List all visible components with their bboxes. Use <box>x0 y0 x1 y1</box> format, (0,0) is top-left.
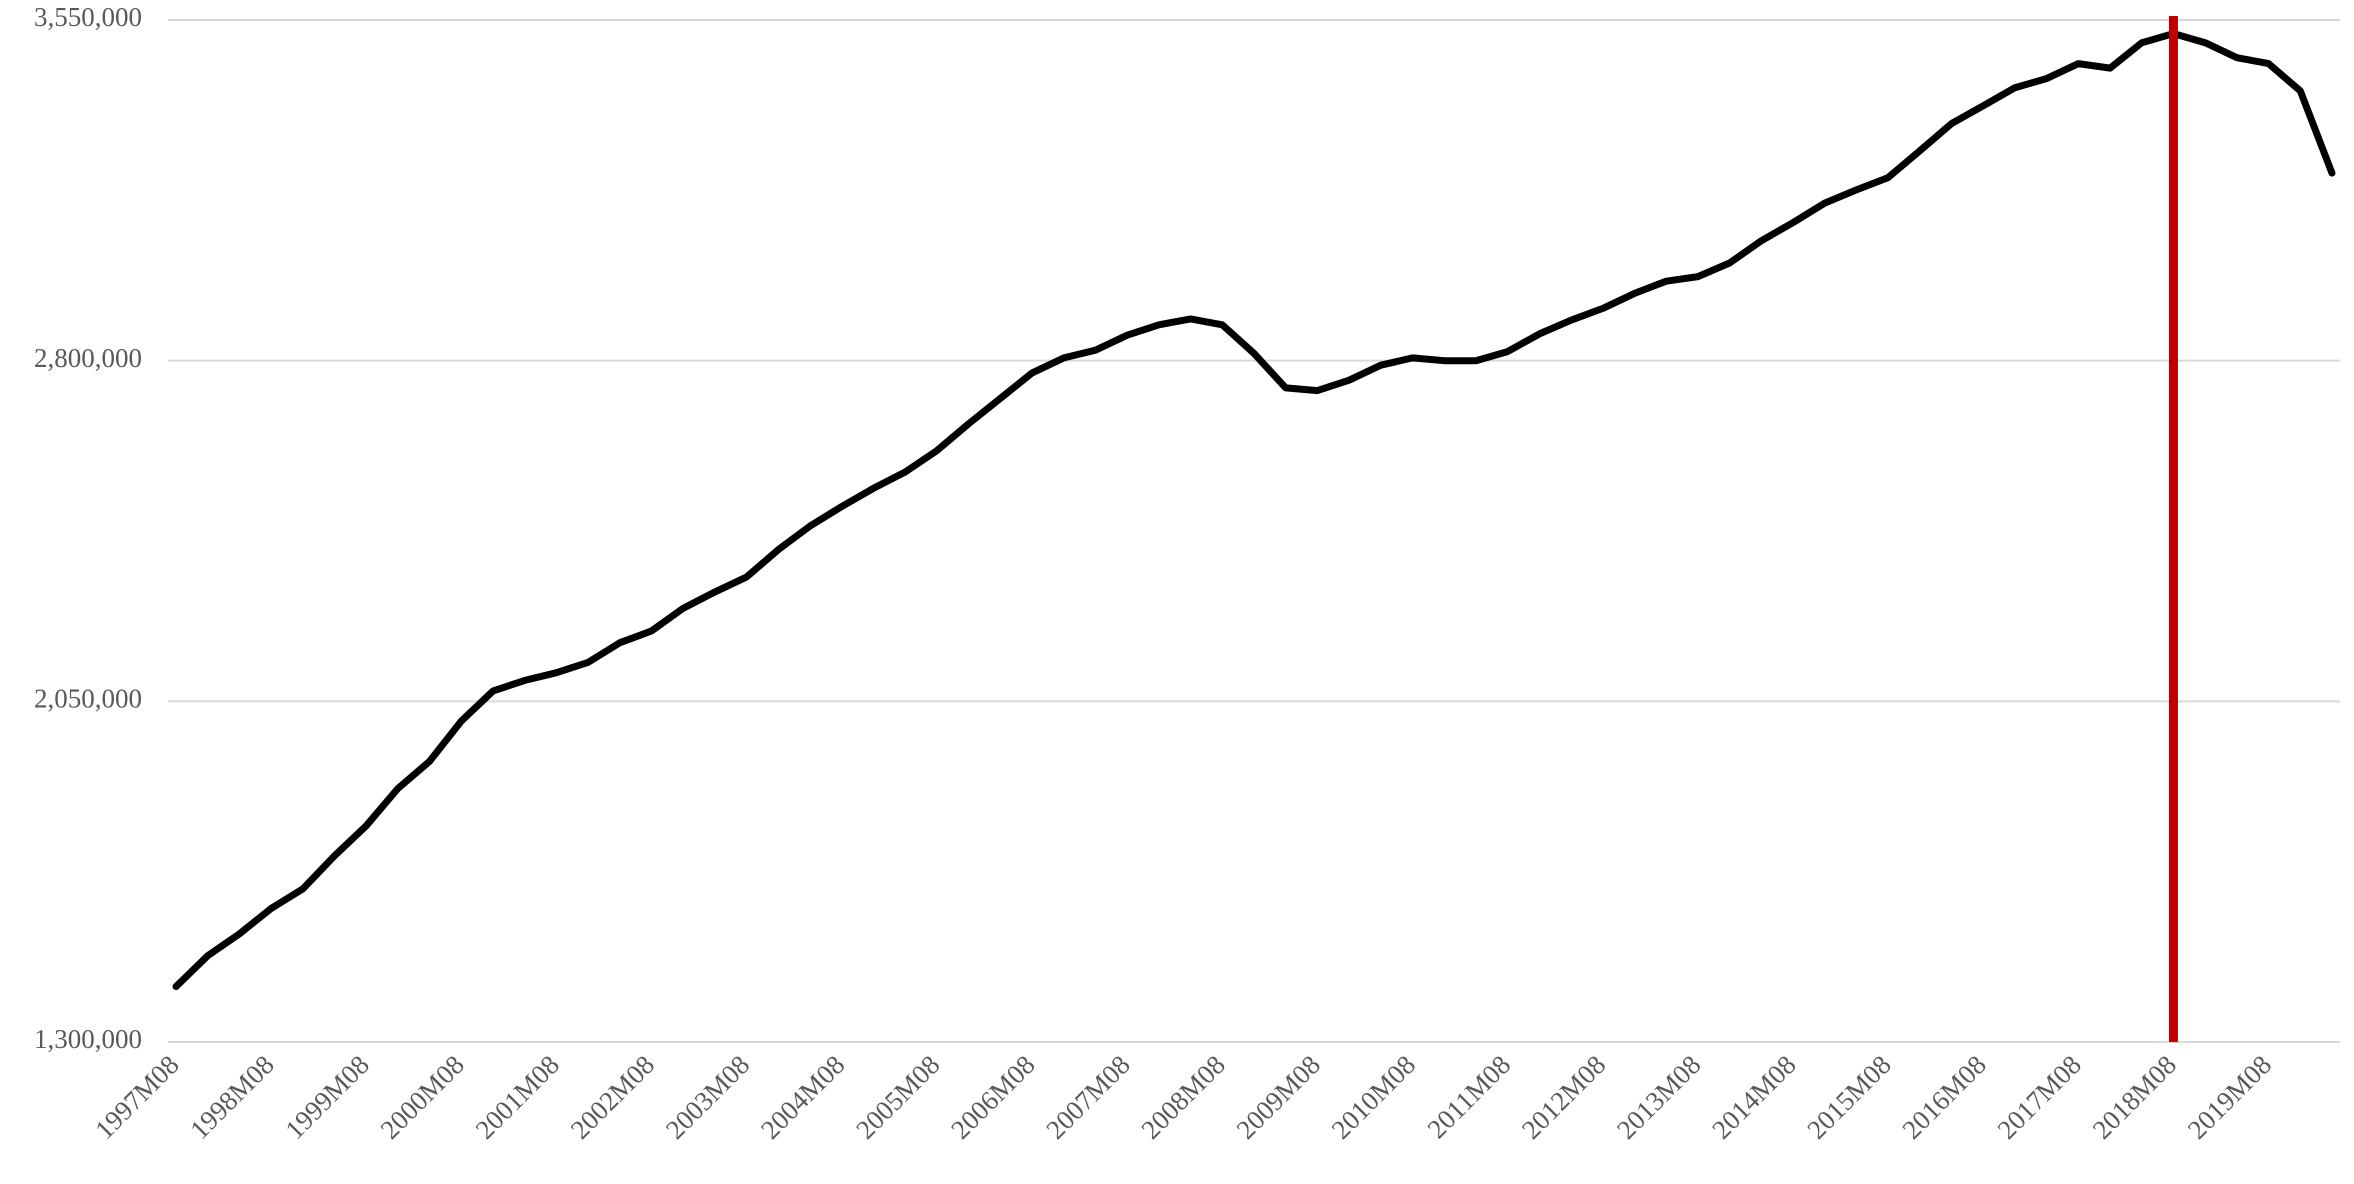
x-tick-label: 1999M08 <box>279 1049 374 1144</box>
x-tick-label: 2007M08 <box>1040 1049 1135 1144</box>
y-tick-label: 1,300,000 <box>34 1024 142 1054</box>
x-tick-label: 2019M08 <box>2182 1049 2277 1144</box>
x-tick-label: 2012M08 <box>1516 1049 1611 1144</box>
x-tick-label: 2018M08 <box>2087 1049 2182 1144</box>
x-tick-label: 2011M08 <box>1422 1049 1517 1144</box>
x-tick-label: 2008M08 <box>1135 1049 1230 1144</box>
y-tick-label: 2,800,000 <box>34 343 142 373</box>
line-series <box>172 30 2336 991</box>
x-tick-label: 2003M08 <box>660 1049 755 1144</box>
x-tick-label: 1997M08 <box>89 1049 184 1144</box>
x-tick-label: 2016M08 <box>1896 1049 1991 1144</box>
x-tick-label: 2002M08 <box>565 1049 660 1144</box>
x-tick-label: 2017M08 <box>1992 1049 2087 1144</box>
y-tick-label: 3,550,000 <box>34 2 142 32</box>
x-tick-label: 2001M08 <box>470 1049 565 1144</box>
x-tick-label: 2006M08 <box>945 1049 1040 1144</box>
x-tick-label: 1998M08 <box>184 1049 279 1144</box>
x-tick-label: 2013M08 <box>1611 1049 1706 1144</box>
x-tick-label: 2000M08 <box>375 1049 470 1144</box>
x-tick-label: 2005M08 <box>850 1049 945 1144</box>
x-tick-label: 2010M08 <box>1326 1049 1421 1144</box>
x-tick-label: 2014M08 <box>1706 1049 1801 1144</box>
x-tick-label: 2009M08 <box>1231 1049 1326 1144</box>
y-tick-label: 2,050,000 <box>34 684 142 714</box>
x-tick-label: 2004M08 <box>755 1049 850 1144</box>
x-tick-label: 2015M08 <box>1801 1049 1896 1144</box>
